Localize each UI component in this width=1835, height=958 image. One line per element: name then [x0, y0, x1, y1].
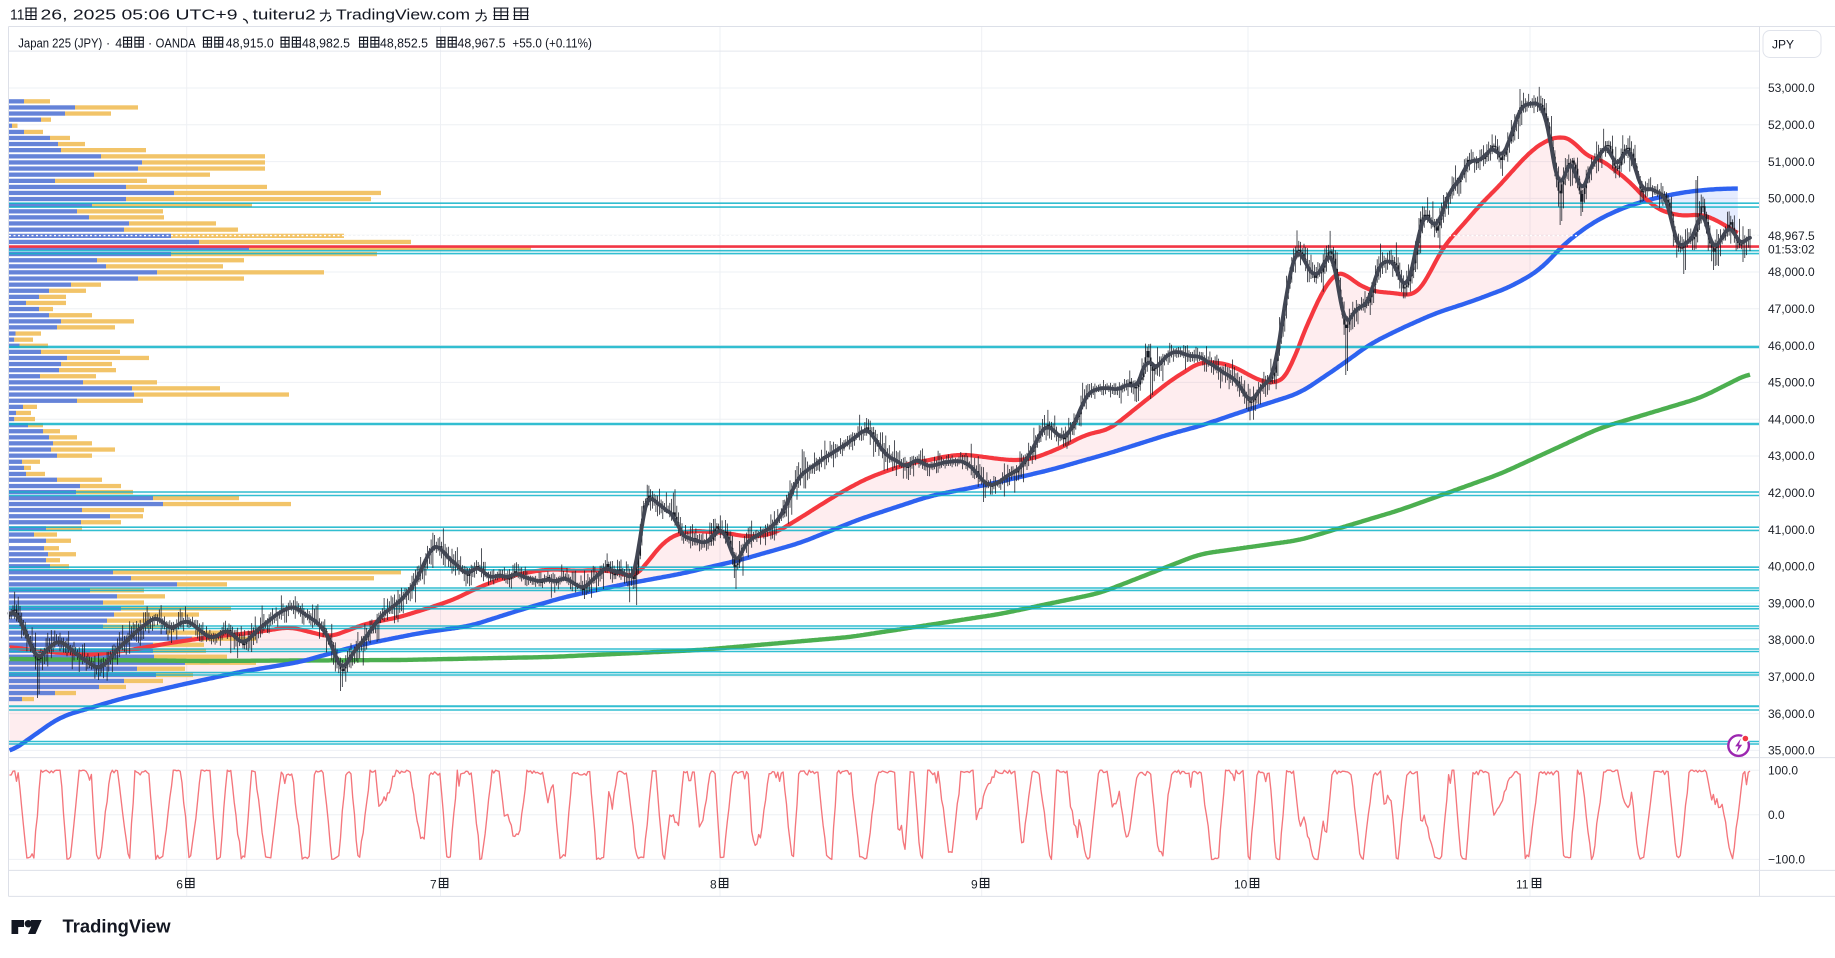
svg-text:52,000.0: 52,000.0 — [1768, 118, 1815, 132]
svg-text:43,000.0: 43,000.0 — [1768, 449, 1815, 463]
svg-text:4: 4 — [115, 37, 122, 51]
svg-text:41,000.0: 41,000.0 — [1768, 523, 1815, 537]
svg-text:tuiteru2: tuiteru2 — [253, 8, 316, 24]
svg-text:48,852.5: 48,852.5 — [380, 37, 428, 51]
svg-text:TradingView.com: TradingView.com — [336, 8, 470, 24]
svg-text:·: · — [106, 37, 110, 51]
svg-text:6: 6 — [176, 878, 183, 892]
svg-text:JPY: JPY — [1772, 38, 1794, 52]
svg-text:10: 10 — [1234, 878, 1248, 892]
svg-text:11: 11 — [1516, 878, 1529, 892]
svg-text:01:53:02: 01:53:02 — [1768, 243, 1815, 257]
svg-text:48,967.5: 48,967.5 — [458, 37, 506, 51]
svg-text:26, 2025 05:06 UTC+9: 26, 2025 05:06 UTC+9 — [41, 8, 238, 24]
svg-text:36,000.0: 36,000.0 — [1768, 707, 1815, 721]
svg-text:53,000.0: 53,000.0 — [1768, 81, 1815, 95]
svg-text:48,982.5: 48,982.5 — [302, 37, 350, 51]
svg-text:46,000.0: 46,000.0 — [1768, 339, 1815, 353]
svg-text:OANDA: OANDA — [156, 37, 197, 51]
svg-text:37,000.0: 37,000.0 — [1768, 670, 1815, 684]
svg-text:45,000.0: 45,000.0 — [1768, 376, 1815, 390]
svg-text:9: 9 — [971, 878, 978, 892]
svg-text:44,000.0: 44,000.0 — [1768, 412, 1815, 426]
svg-text:+55.0 (+0.11%): +55.0 (+0.11%) — [512, 37, 592, 51]
svg-text:39,000.0: 39,000.0 — [1768, 596, 1815, 610]
svg-text:0.0: 0.0 — [1768, 808, 1785, 822]
svg-text:38,000.0: 38,000.0 — [1768, 633, 1815, 647]
svg-text:47,000.0: 47,000.0 — [1768, 302, 1815, 316]
svg-text:50,000.0: 50,000.0 — [1768, 192, 1815, 206]
svg-text:35,000.0: 35,000.0 — [1768, 744, 1815, 758]
svg-text:48,000.0: 48,000.0 — [1768, 265, 1815, 279]
svg-text:42,000.0: 42,000.0 — [1768, 486, 1815, 500]
svg-text:7: 7 — [430, 878, 437, 892]
svg-text:40,000.0: 40,000.0 — [1768, 560, 1815, 574]
svg-text:100.0: 100.0 — [1768, 763, 1798, 777]
svg-text:48,967.5: 48,967.5 — [1768, 229, 1815, 243]
svg-text:51,000.0: 51,000.0 — [1768, 155, 1815, 169]
svg-text:−100.0: −100.0 — [1768, 853, 1805, 867]
svg-text:·: · — [148, 37, 152, 51]
svg-text:11: 11 — [10, 8, 25, 24]
svg-text:48,915.0: 48,915.0 — [226, 37, 274, 51]
svg-text:TradingView: TradingView — [63, 916, 172, 937]
svg-text:Japan 225 (JPY): Japan 225 (JPY) — [18, 37, 102, 51]
svg-text:8: 8 — [710, 878, 717, 892]
